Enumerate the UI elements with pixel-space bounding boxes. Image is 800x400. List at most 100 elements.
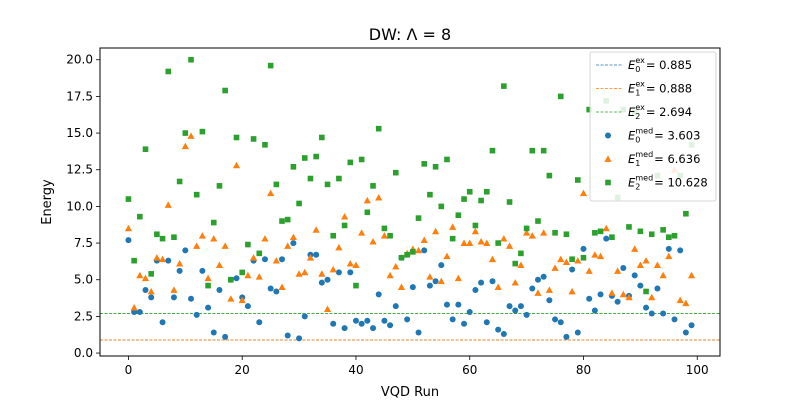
data-point-s0-81 — [586, 295, 593, 302]
chart-title: DW: Λ = 8 — [369, 25, 451, 44]
data-point-s2-75 — [552, 230, 558, 236]
data-point-s2-28 — [284, 216, 291, 223]
data-point-s0-19 — [233, 275, 240, 282]
data-point-s1-19 — [232, 161, 241, 169]
data-point-s2-16 — [216, 183, 223, 189]
data-point-s2-8 — [171, 234, 177, 240]
data-point-s2-46 — [387, 232, 393, 239]
data-point-s1-80 — [579, 189, 588, 197]
data-point-s2-19 — [233, 134, 240, 141]
data-point-s1-3 — [141, 274, 150, 282]
data-point-s0-12 — [193, 311, 200, 318]
data-point-s1-5 — [153, 254, 161, 261]
data-point-s2-43 — [370, 183, 376, 189]
data-point-s0-76 — [557, 319, 564, 326]
data-point-s1-40 — [352, 261, 360, 268]
data-point-s0-38 — [341, 325, 348, 332]
data-point-s1-13 — [198, 232, 206, 239]
data-point-s1-61 — [471, 227, 480, 235]
data-point-s1-85 — [608, 289, 616, 296]
data-point-s0-29 — [290, 240, 297, 247]
data-point-s2-67 — [506, 199, 513, 205]
data-point-s1-62 — [477, 238, 485, 245]
data-point-s2-59 — [461, 196, 467, 202]
data-point-s0-58 — [455, 301, 462, 308]
data-point-s0-61 — [472, 287, 479, 293]
data-point-s1-54 — [431, 227, 440, 235]
data-point-s1-46 — [386, 271, 394, 279]
data-point-s2-71 — [529, 147, 536, 154]
data-point-s2-2 — [137, 213, 143, 220]
data-point-s2-54 — [432, 164, 439, 170]
data-point-s2-44 — [375, 125, 382, 132]
data-point-s1-16 — [215, 261, 224, 268]
data-point-s0-10 — [182, 247, 189, 254]
data-point-s0-28 — [284, 332, 291, 339]
data-point-s2-56 — [444, 156, 450, 163]
x-tick-label-3: 60 — [462, 363, 477, 377]
data-point-s2-15 — [210, 219, 217, 226]
data-point-s1-7 — [164, 201, 172, 208]
data-point-s0-71 — [529, 285, 536, 292]
data-point-s2-69 — [518, 250, 524, 257]
data-point-s1-71 — [528, 232, 536, 239]
data-point-s0-94 — [660, 310, 667, 317]
data-point-s1-56 — [443, 252, 451, 260]
data-point-s1-30 — [295, 270, 303, 277]
data-point-s0-53 — [426, 282, 433, 289]
data-point-s0-99 — [688, 322, 695, 329]
data-point-s1-25 — [267, 189, 275, 197]
data-point-s1-17 — [221, 242, 229, 249]
data-point-s1-93 — [653, 261, 662, 268]
data-point-s0-98 — [682, 329, 689, 336]
data-point-s2-7 — [165, 68, 172, 75]
data-point-s0-97 — [677, 247, 684, 254]
data-point-s0-45 — [381, 317, 388, 324]
data-point-s1-98 — [682, 299, 690, 307]
data-point-s0-78 — [569, 266, 576, 273]
data-point-s2-73 — [540, 147, 547, 154]
data-point-s0-23 — [256, 319, 263, 326]
data-point-s2-85 — [609, 234, 615, 240]
data-point-s2-36 — [330, 232, 337, 239]
data-point-s2-4 — [148, 271, 154, 277]
data-point-s2-34 — [319, 134, 325, 141]
data-point-s0-65 — [495, 326, 502, 333]
data-point-s0-86 — [614, 298, 621, 305]
y-tick-label-6: 15.0 — [66, 126, 93, 140]
data-point-s0-16 — [216, 287, 223, 293]
data-point-s2-35 — [324, 181, 331, 188]
data-point-s1-68 — [511, 279, 519, 286]
data-point-s1-36 — [329, 265, 337, 273]
data-point-s1-23 — [255, 273, 263, 280]
data-point-s2-62 — [478, 197, 484, 204]
data-point-s0-14 — [205, 304, 212, 311]
data-point-s2-30 — [296, 200, 302, 207]
data-point-s1-51 — [414, 246, 423, 254]
data-point-s2-92 — [648, 231, 655, 238]
data-point-s0-75 — [552, 316, 559, 323]
data-point-s2-11 — [188, 56, 194, 63]
data-point-s1-89 — [631, 245, 639, 252]
data-point-s2-22 — [250, 136, 257, 142]
data-point-s1-1 — [130, 304, 138, 311]
data-point-s2-45 — [381, 225, 388, 232]
data-point-s0-2 — [136, 309, 143, 315]
data-point-s1-90 — [636, 261, 644, 268]
data-point-s0-27 — [279, 256, 286, 263]
data-point-s1-35 — [323, 305, 332, 312]
data-point-s2-20 — [239, 269, 246, 276]
data-point-s2-70 — [523, 225, 530, 232]
y-tick-label-5: 12.5 — [66, 163, 93, 177]
data-point-s1-47 — [392, 262, 400, 270]
plot-frame — [99, 47, 721, 357]
data-point-s2-39 — [347, 159, 354, 166]
data-point-s1-97 — [676, 296, 684, 304]
data-point-s1-63 — [483, 239, 491, 246]
data-point-s0-0 — [125, 237, 132, 244]
data-point-s0-24 — [261, 256, 268, 263]
data-point-s2-1 — [131, 257, 137, 264]
data-point-s1-58 — [454, 274, 462, 282]
data-point-s2-50 — [410, 249, 416, 255]
data-point-s2-49 — [404, 252, 410, 258]
